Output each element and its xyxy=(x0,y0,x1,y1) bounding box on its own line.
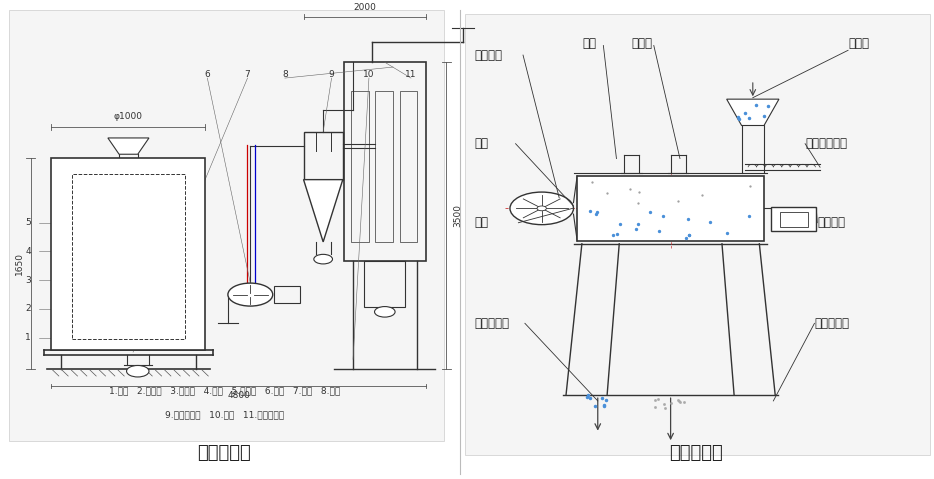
Bar xyxy=(351,91,369,242)
Circle shape xyxy=(228,283,273,306)
Text: 9: 9 xyxy=(329,70,334,79)
Text: 立式气流筛: 立式气流筛 xyxy=(197,444,251,462)
Polygon shape xyxy=(108,138,149,154)
Text: 4800: 4800 xyxy=(227,391,250,400)
Bar xyxy=(344,62,426,261)
Bar xyxy=(375,91,393,242)
Text: 4: 4 xyxy=(25,247,31,256)
Bar xyxy=(577,176,764,241)
Circle shape xyxy=(510,192,573,225)
Text: 粗料出料口: 粗料出料口 xyxy=(474,317,509,330)
Text: 7: 7 xyxy=(245,70,250,79)
Text: 1.底座   2.回风道   3.激振器   4.筛网   5.进料斗   6.风机   7.绞龙   8.料仓: 1.底座 2.回风道 3.激振器 4.筛网 5.进料斗 6.风机 7.绞龙 8.… xyxy=(108,386,340,395)
Text: 2000: 2000 xyxy=(353,3,376,12)
Text: 10: 10 xyxy=(363,70,375,79)
Text: 8: 8 xyxy=(282,70,288,79)
Bar xyxy=(780,212,808,227)
Bar xyxy=(304,132,343,180)
Text: 卧式气流筛: 卧式气流筛 xyxy=(669,444,723,462)
Circle shape xyxy=(375,307,395,317)
Text: φ1000: φ1000 xyxy=(114,112,143,121)
Circle shape xyxy=(314,254,333,264)
Text: 2: 2 xyxy=(25,305,31,313)
Bar xyxy=(274,286,300,303)
Text: 螺旋输送系统: 螺旋输送系统 xyxy=(805,137,847,150)
Bar xyxy=(364,261,405,307)
Bar xyxy=(9,10,444,441)
Bar xyxy=(400,91,417,242)
Bar xyxy=(72,174,185,339)
Text: 驱动电机: 驱动电机 xyxy=(817,216,845,229)
Text: 1: 1 xyxy=(25,333,31,342)
Text: 6: 6 xyxy=(205,70,210,79)
Circle shape xyxy=(537,206,546,211)
Circle shape xyxy=(127,365,149,377)
Bar xyxy=(465,14,930,455)
Text: 3500: 3500 xyxy=(453,204,462,227)
Text: 除尘口: 除尘口 xyxy=(631,36,652,50)
Polygon shape xyxy=(304,180,343,242)
Text: 9.旋风分离器   10.支架   11.布袋除尘器: 9.旋风分离器 10.支架 11.布袋除尘器 xyxy=(164,410,284,419)
Text: 风轮叶片: 风轮叶片 xyxy=(474,48,502,62)
Bar xyxy=(771,207,816,231)
Text: 细料出料口: 细料出料口 xyxy=(814,317,849,330)
Text: 3: 3 xyxy=(25,276,31,285)
Text: 风轮: 风轮 xyxy=(474,137,488,150)
Text: 进料口: 进料口 xyxy=(848,36,869,50)
Polygon shape xyxy=(727,99,779,125)
Text: 主轴: 主轴 xyxy=(474,216,488,229)
Text: 网架: 网架 xyxy=(583,36,597,50)
Text: 11: 11 xyxy=(405,70,417,79)
Bar xyxy=(51,158,205,350)
Text: 5: 5 xyxy=(25,218,31,227)
Text: 1650: 1650 xyxy=(15,252,24,275)
